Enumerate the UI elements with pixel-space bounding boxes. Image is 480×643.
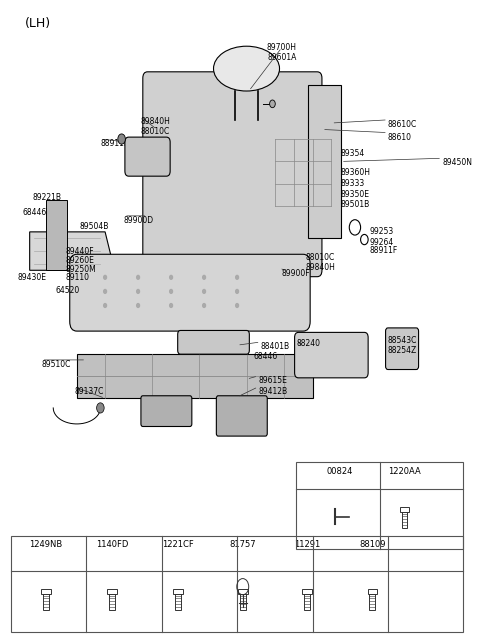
Text: 68446: 68446 — [253, 352, 278, 361]
Circle shape — [203, 303, 205, 307]
Text: 89260E: 89260E — [65, 255, 94, 264]
FancyBboxPatch shape — [143, 72, 322, 276]
Circle shape — [236, 303, 239, 307]
Text: 89250M: 89250M — [65, 264, 96, 273]
FancyBboxPatch shape — [216, 395, 267, 436]
Text: 89840H
88010C: 89840H 88010C — [141, 116, 170, 136]
Circle shape — [169, 289, 172, 293]
Text: 89900D: 89900D — [124, 216, 154, 225]
Text: 89430E: 89430E — [18, 273, 47, 282]
Circle shape — [118, 134, 125, 144]
Text: 89900F: 89900F — [282, 269, 311, 278]
Text: 89450N: 89450N — [442, 158, 472, 167]
Bar — [296, 462, 463, 548]
FancyBboxPatch shape — [385, 328, 419, 370]
Text: 89333: 89333 — [341, 179, 365, 188]
Text: 88543C
88254Z: 88543C 88254Z — [388, 336, 417, 355]
Polygon shape — [308, 85, 341, 239]
Text: 88911F: 88911F — [100, 139, 129, 148]
FancyBboxPatch shape — [141, 395, 192, 426]
Text: 1249NB: 1249NB — [30, 541, 63, 550]
Text: 89221B: 89221B — [32, 194, 61, 203]
Ellipse shape — [214, 46, 279, 91]
Circle shape — [169, 303, 172, 307]
Circle shape — [236, 289, 239, 293]
Text: 89110: 89110 — [65, 273, 89, 282]
Text: 64520: 64520 — [56, 285, 80, 294]
Text: 88401B: 88401B — [261, 342, 290, 351]
Text: 81757: 81757 — [229, 541, 256, 550]
Circle shape — [137, 289, 140, 293]
Text: 99253
99264: 99253 99264 — [369, 228, 393, 247]
Text: 89504B: 89504B — [79, 222, 108, 231]
Text: 89440F: 89440F — [65, 247, 94, 256]
FancyBboxPatch shape — [295, 332, 368, 378]
Circle shape — [104, 275, 107, 279]
Circle shape — [96, 403, 104, 413]
Polygon shape — [30, 232, 115, 270]
Text: 89510C: 89510C — [41, 360, 71, 369]
Text: 88610: 88610 — [388, 132, 412, 141]
Text: 1221CF: 1221CF — [162, 541, 194, 550]
FancyBboxPatch shape — [125, 137, 170, 176]
Text: 89350E: 89350E — [341, 190, 370, 199]
Text: 88610C: 88610C — [388, 120, 417, 129]
Ellipse shape — [270, 100, 275, 107]
Circle shape — [137, 275, 140, 279]
Polygon shape — [46, 200, 67, 270]
Circle shape — [169, 275, 172, 279]
Bar — [11, 536, 463, 632]
FancyBboxPatch shape — [178, 331, 249, 354]
Circle shape — [104, 289, 107, 293]
Circle shape — [104, 303, 107, 307]
Text: 00824: 00824 — [326, 467, 353, 476]
Text: 89137C: 89137C — [74, 387, 104, 396]
Text: 89354: 89354 — [341, 149, 365, 158]
FancyBboxPatch shape — [70, 254, 310, 331]
Circle shape — [236, 275, 239, 279]
Text: 1140FD: 1140FD — [96, 541, 128, 550]
Circle shape — [203, 275, 205, 279]
Text: 89700H
89601A: 89700H 89601A — [267, 43, 297, 62]
Text: 68446: 68446 — [23, 208, 47, 217]
Circle shape — [137, 303, 140, 307]
Bar — [77, 354, 312, 398]
Text: 11291: 11291 — [294, 541, 320, 550]
Text: 88240: 88240 — [296, 340, 320, 349]
Text: 89615E: 89615E — [258, 376, 287, 385]
Text: 89501B: 89501B — [341, 201, 370, 210]
Circle shape — [203, 289, 205, 293]
Text: 88010C
89840H: 88010C 89840H — [305, 253, 336, 273]
Text: 89412B: 89412B — [258, 387, 288, 396]
Text: (LH): (LH) — [25, 17, 51, 30]
Text: 89360H: 89360H — [341, 168, 371, 177]
Text: 1220AA: 1220AA — [388, 467, 421, 476]
Text: 88911F: 88911F — [369, 246, 397, 255]
Text: 88109: 88109 — [359, 541, 385, 550]
